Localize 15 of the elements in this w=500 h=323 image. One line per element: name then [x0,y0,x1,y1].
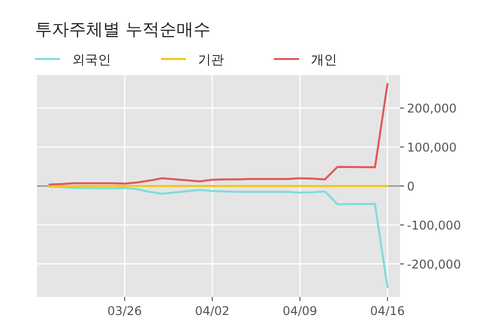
x-tick-label: 04/02 [194,304,230,318]
y-tick-label: 200,000 [407,102,457,116]
legend-label: 외국인 [72,53,111,68]
y-tick-label: 0 [407,180,415,194]
x-tick-label: 03/26 [107,304,142,318]
chart-title: 투자주체별 누적순매수 [35,20,210,40]
line-series [48,82,388,186]
y-tick-label: -200,000 [407,257,461,272]
y-tick-label: -100,000 [407,218,461,232]
line-series [48,186,388,288]
legend-label: 개인 [311,53,337,68]
y-tick-label: 100,000 [407,140,457,155]
x-tick-label: 04/16 [370,304,405,318]
legend-label: 기관 [198,53,224,68]
x-tick-label: 04/09 [282,304,318,318]
